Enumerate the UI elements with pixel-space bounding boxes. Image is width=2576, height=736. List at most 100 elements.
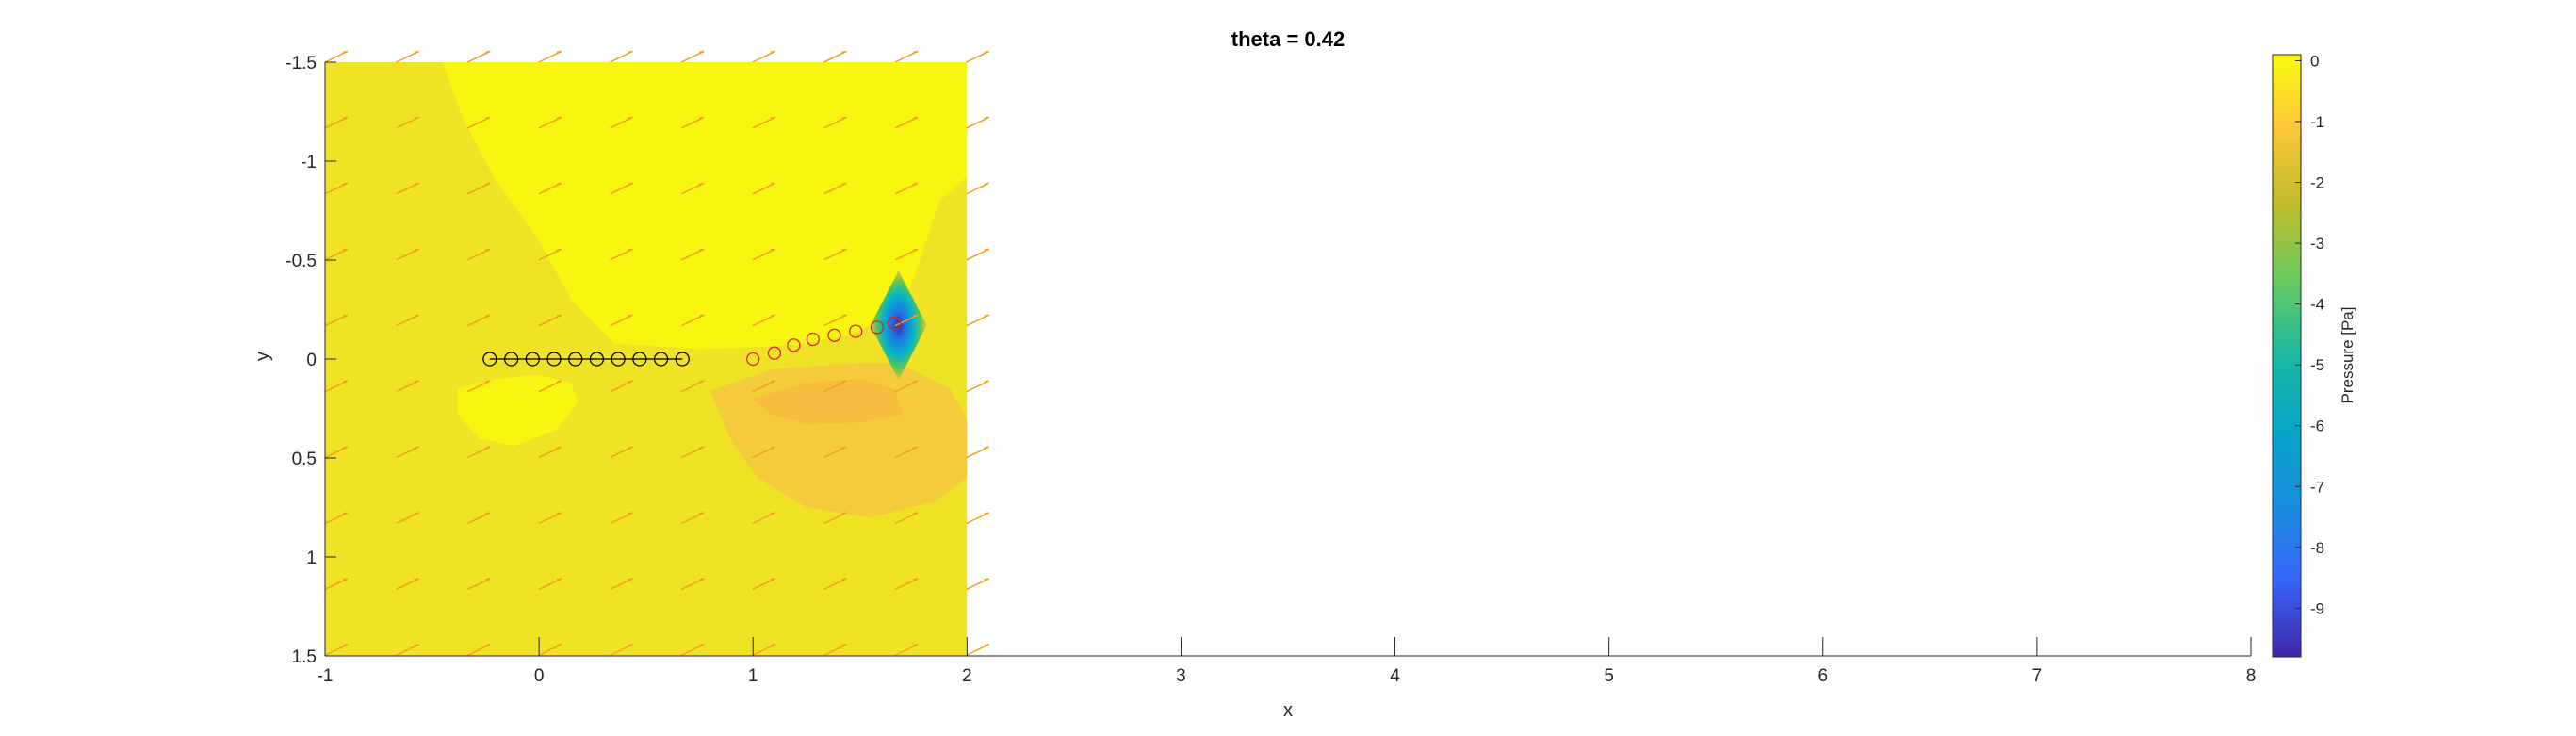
velocity-vector [538,644,562,657]
velocity-vector [752,182,776,195]
velocity-vector-head [414,512,419,515]
velocity-vector [680,116,705,129]
velocity-vector-head [556,50,562,54]
velocity-vector [823,446,847,459]
velocity-vector [538,182,562,195]
velocity-vector-head [912,182,919,186]
velocity-vector-head [556,578,562,581]
velocity-vector-head [841,314,847,317]
velocity-vector-head [698,578,705,581]
velocity-vector-head [556,314,562,317]
velocity-vector [966,116,989,129]
velocity-vector [680,314,705,327]
velocity-vector-head [628,578,633,581]
velocity-vector [466,380,491,393]
velocity-vector [680,248,705,261]
velocity-vector-head [770,644,775,646]
velocity-vector [823,182,847,195]
velocity-vector-head [984,446,989,449]
velocity-vector-head [770,314,775,317]
black-marker [675,352,690,367]
velocity-vector-head [628,50,633,54]
velocity-vector-head [912,116,919,120]
velocity-vector [894,50,919,63]
velocity-vector [324,512,349,525]
velocity-vector [324,644,349,657]
velocity-vector-head [698,50,705,54]
velocity-vector-head [770,116,775,120]
x-tick-label: 0 [534,666,545,686]
velocity-vector [610,182,633,195]
velocity-vector [396,248,419,261]
velocity-vector [894,644,919,657]
velocity-vector-head [556,116,562,120]
velocity-vector-head [628,182,633,186]
velocity-vector-head [628,314,633,317]
red-marker [870,320,885,335]
colorbar-tick-label: -7 [2310,478,2324,496]
red-marker [746,352,760,367]
x-tick-label: 5 [1604,666,1614,686]
velocity-vector-head [556,644,562,646]
y-tick-label: 1.5 [292,647,317,667]
velocity-vector-head [628,380,633,383]
red-marker [787,338,801,352]
velocity-vector [752,248,776,261]
velocity-vector-head [841,578,847,581]
velocity-vector [752,314,776,327]
field-region-low [753,379,904,425]
velocity-vector-head [342,446,349,449]
velocity-vector [324,578,349,591]
velocity-vector [324,116,349,129]
velocity-vector-head [485,248,491,252]
velocity-vector [823,512,847,525]
velocity-vector [823,50,847,63]
velocity-vector-head [984,182,989,186]
x-axis-ticks: -1 0 1 2 3 4 5 6 7 8 [318,637,2256,686]
velocity-vector [538,446,562,459]
velocity-vector [894,182,919,195]
velocity-vector-head [698,116,705,120]
velocity-vector-head [485,50,491,54]
velocity-vector [966,248,989,261]
red-marker [887,317,902,331]
colorbar-tick-label: -4 [2310,296,2324,314]
velocity-vector-head [912,446,919,449]
velocity-vector [466,446,491,459]
velocity-vector-head [770,248,775,252]
velocity-vector [966,380,989,393]
velocity-vector-head [628,116,633,120]
y-tick-label: -1 [301,153,317,172]
velocity-vector [752,512,776,525]
black-marker [632,352,647,367]
x-tick-label: 3 [1176,666,1186,686]
velocity-vector [324,314,349,327]
y-tick-label: -1.5 [285,54,317,74]
velocity-vector-head [841,644,847,646]
velocity-vector [396,380,419,393]
velocity-vector-head [984,248,989,252]
colorbar-tick-label: -9 [2310,599,2324,617]
colorbar-gradient [2272,54,2302,658]
black-marker [525,352,540,367]
black-marker [611,352,626,367]
red-marker [767,346,782,360]
velocity-vector-head [342,512,349,515]
velocity-vector-head [841,380,847,383]
x-tick-label: -1 [318,666,334,686]
velocity-vector-head [342,644,349,646]
velocity-vector-head [414,314,419,317]
velocity-vector-head [628,512,633,515]
velocity-vector [396,314,419,327]
colorbar-ticks: 0 -1 -2 -3 -4 -5 -6 -7 -8 -9 [2295,52,2324,617]
velocity-vector [538,380,562,393]
black-marker-series [482,352,690,367]
velocity-vector-head [485,578,491,581]
velocity-vector [610,644,633,657]
velocity-vector-head [414,116,419,120]
velocity-vector-head [770,512,775,515]
velocity-vector [894,116,919,129]
velocity-vector [966,314,989,327]
velocity-vector-head [414,248,419,252]
x-tick-label: 2 [962,666,972,686]
